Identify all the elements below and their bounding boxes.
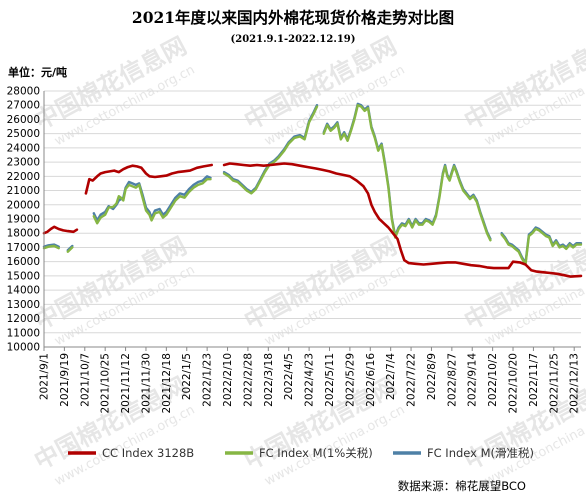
legend-label: FC Index M(滑准税)	[427, 446, 534, 460]
y-tick-label: 16000	[7, 256, 40, 268]
y-tick-label: 27000	[7, 100, 40, 112]
axes: 10000 11000 12000 13000 14000 15000 16000 17000…	[7, 86, 581, 414]
y-tick-label: 11000	[7, 327, 40, 339]
y-tick-label: 13000	[7, 299, 40, 311]
y-tick-label: 24000	[7, 142, 40, 154]
x-tick-label: 2021/9/19	[59, 353, 71, 407]
x-tick-label: 2022/1/23	[202, 353, 214, 407]
x-tick-label: 2022/6/16	[365, 353, 377, 407]
x-tick-label: 2022/10/20	[508, 353, 520, 414]
y-tick-label: 22000	[7, 171, 40, 183]
x-tick-label: 2022/8/9	[426, 353, 438, 400]
legend: CC Index 3128B FC Index M(1%关税) FC Index M…	[68, 446, 534, 460]
y-tick-label: 14000	[7, 285, 40, 297]
x-tick-label: 2022/7/4	[385, 353, 397, 400]
y-tick-label: 25000	[7, 128, 40, 140]
y-tick-label: 19000	[7, 214, 40, 226]
y-tick-label: 15000	[7, 270, 40, 282]
x-tick-label: 2022/7/22	[406, 353, 418, 407]
x-tick-label: 2021/10/25	[100, 353, 112, 414]
series-layer	[42, 102, 583, 278]
x-tick-label: 2021/11/30	[140, 353, 152, 414]
y-tick-label: 21000	[7, 185, 40, 197]
x-tick-label: 2022/12/13	[569, 353, 581, 414]
chart-title: 2021年度以来国内外棉花现货价格走势对比图	[131, 8, 455, 27]
legend-label: CC Index 3128B	[102, 446, 194, 460]
x-tick-label: 2021/9/1	[39, 353, 51, 400]
chart-subtitle: (2021.9.1-2022.12.19)	[230, 34, 356, 45]
legend-item: FC Index M(1%关税)	[225, 446, 373, 460]
y-tick-label: 26000	[7, 114, 40, 126]
x-tick-label: 2022/8/27	[446, 353, 458, 407]
x-tick-label: 2022/1/5	[181, 353, 193, 400]
grid-lines	[44, 90, 581, 348]
x-tick-label: 2022/11/7	[528, 353, 540, 407]
y-tick-label: 23000	[7, 157, 40, 169]
x-tick-label: 2021/12/18	[161, 353, 173, 414]
y-tick-label: 12000	[7, 313, 40, 325]
x-tick-label: 2022/10/2	[487, 353, 499, 407]
x-tick-label: 2022/5/11	[324, 353, 336, 407]
x-tick-label: 2022/4/5	[283, 353, 295, 400]
x-tick-label: 2021/11/12	[120, 353, 132, 414]
x-tick-label: 2022/4/23	[304, 353, 316, 407]
y-tick-label: 20000	[7, 199, 40, 211]
x-tick-label: 2022/5/29	[344, 353, 356, 407]
unit-label: 单位：元/吨	[8, 66, 68, 79]
x-tick-label: 2022/2/28	[242, 353, 254, 407]
legend-item: CC Index 3128B	[68, 446, 194, 460]
y-tick-label: 18000	[7, 228, 40, 240]
data-source-note: 数据来源：棉花展望BCO	[397, 479, 526, 493]
x-tick-label: 2022/2/10	[222, 353, 234, 407]
x-tick-label: 2022/11/25	[548, 353, 560, 414]
y-tick-label: 28000	[7, 86, 40, 98]
legend-label: FC Index M(1%关税)	[259, 446, 373, 460]
x-tick-label: 2022/3/18	[263, 353, 275, 407]
x-tick-label: 2022/9/14	[467, 353, 479, 407]
y-tick-label: 17000	[7, 242, 40, 254]
y-tick-label: 10000	[7, 342, 40, 354]
series-line-0	[42, 162, 583, 278]
x-tick-label: 2021/10/7	[79, 353, 91, 407]
legend-item: FC Index M(滑准税)	[393, 446, 534, 460]
